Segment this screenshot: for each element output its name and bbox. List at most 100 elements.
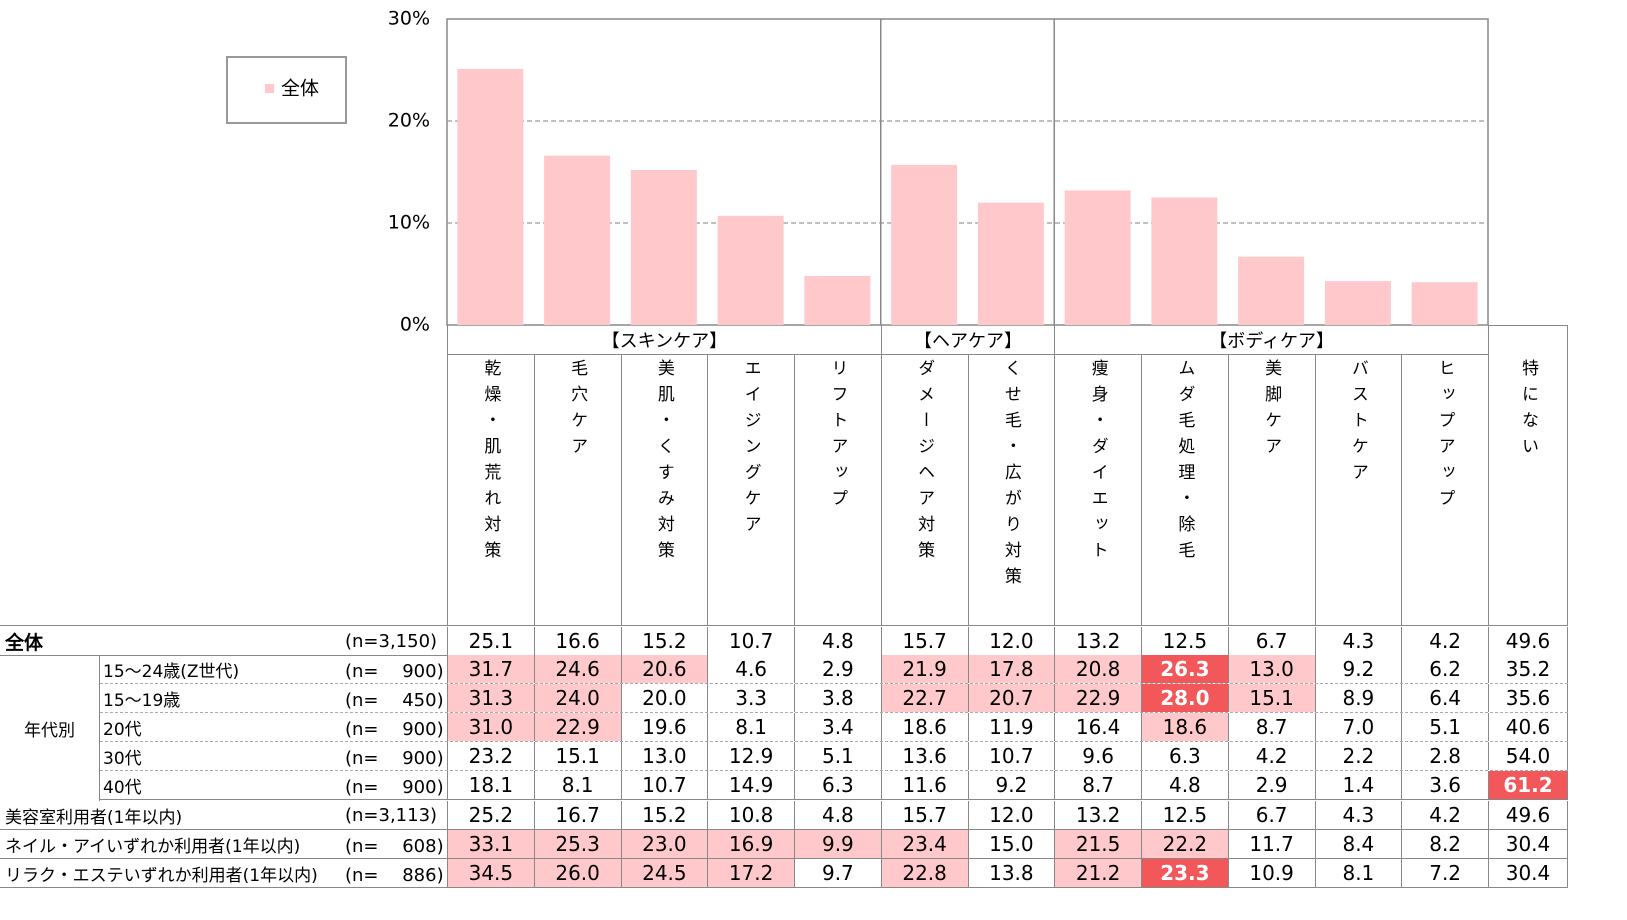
table-cell: 33.1 — [447, 830, 534, 858]
bar — [804, 276, 871, 325]
column-header: 毛穴ケア — [567, 359, 588, 463]
table-cell: 6.7 — [1227, 627, 1315, 655]
table-cell: 3.4 — [794, 713, 881, 741]
table-cell: 12.5 — [1141, 627, 1228, 655]
table-cell: 13.6 — [880, 742, 968, 770]
row-label: ネイル・アイいずれか利用者(1年以内) — [5, 837, 301, 857]
table-cell: 15.1 — [1227, 684, 1315, 712]
table-cell: 8.9 — [1314, 684, 1402, 712]
table-cell: 23.0 — [620, 830, 708, 858]
column-header: ヒップアップ — [1434, 359, 1455, 515]
column-header: 美脚ケア — [1261, 359, 1282, 463]
row-line — [0, 887, 1568, 888]
y-tick-label: 10% — [388, 212, 430, 234]
row-n: (n= 886) — [345, 864, 444, 886]
table-cell: 8.1 — [707, 713, 794, 741]
table-cell: 12.5 — [1141, 801, 1228, 829]
y-tick-label: 30% — [388, 8, 430, 30]
table-cell: 20.7 — [967, 684, 1055, 712]
table-cell: 17.8 — [967, 655, 1055, 683]
table-cell: 3.3 — [707, 684, 794, 712]
table-cell: 20.6 — [620, 655, 708, 683]
table-cell: 49.6 — [1488, 801, 1568, 829]
table-cell: 13.0 — [620, 742, 708, 770]
table-cell: 25.3 — [533, 830, 621, 858]
bar — [1151, 197, 1218, 325]
column-header-cell — [707, 355, 794, 625]
table-cell: 26.3 — [1141, 655, 1228, 683]
row-label: 全体 — [5, 632, 44, 654]
column-header-cell — [620, 355, 708, 625]
table-cell: 22.9 — [1054, 684, 1141, 712]
row-n: (n= 450) — [345, 689, 444, 711]
bar — [977, 202, 1044, 325]
table-cell: 26.0 — [533, 859, 621, 887]
row-n: (n= 900) — [345, 718, 444, 740]
table-cell: 13.0 — [1227, 655, 1315, 683]
table-cell: 9.2 — [967, 771, 1055, 799]
legend — [226, 56, 347, 124]
table-cell: 22.9 — [533, 713, 621, 741]
table-cell: 31.3 — [447, 684, 534, 712]
group-label: 【ボディケア】 — [1054, 325, 1488, 355]
table-cell: 8.1 — [1314, 859, 1402, 887]
column-header: エイジングケア — [740, 359, 761, 541]
table-cell: 15.7 — [880, 801, 968, 829]
row-n: (n= 900) — [345, 747, 444, 769]
table-cell: 13.2 — [1054, 627, 1141, 655]
column-header: ダメージヘア対策 — [914, 359, 935, 567]
column-header-cell — [794, 355, 881, 625]
table-cell: 25.2 — [447, 801, 534, 829]
table-cell: 21.5 — [1054, 830, 1141, 858]
table-cell: 2.8 — [1401, 742, 1488, 770]
table-cell: 40.6 — [1488, 713, 1568, 741]
column-header-cell — [967, 355, 1055, 625]
column-header: くせ毛・広がり対策 — [1000, 359, 1021, 593]
table-cell: 20.8 — [1054, 655, 1141, 683]
table-cell: 13.2 — [1054, 801, 1141, 829]
table-cell: 1.4 — [1314, 771, 1402, 799]
row-label: 30代 — [103, 749, 142, 769]
table-cell: 9.7 — [794, 859, 881, 887]
table-cell: 23.3 — [1141, 859, 1228, 887]
table-cell: 8.4 — [1314, 830, 1402, 858]
table-cell: 4.2 — [1401, 801, 1488, 829]
table-cell: 22.2 — [1141, 830, 1228, 858]
column-header-cell — [447, 355, 534, 625]
table-cell: 4.2 — [1401, 627, 1488, 655]
row-line — [0, 858, 1568, 859]
table-cell: 28.0 — [1141, 684, 1228, 712]
bar — [457, 68, 524, 325]
row-n: (n= 900) — [345, 660, 444, 682]
row-n: (n= 608) — [345, 835, 444, 857]
table-cell: 18.1 — [447, 771, 534, 799]
bar — [1064, 190, 1131, 325]
table-cell: 21.2 — [1054, 859, 1141, 887]
row-line — [100, 770, 1568, 771]
table-cell: 10.8 — [707, 801, 794, 829]
legend-swatch — [265, 84, 274, 93]
bar — [1324, 281, 1391, 325]
group-label: 【ヘアケア】 — [880, 325, 1055, 355]
table-cell: 15.1 — [533, 742, 621, 770]
table-cell: 9.2 — [1314, 655, 1402, 683]
row-n: (n=3,150) — [345, 631, 438, 652]
table-cell: 3.6 — [1401, 771, 1488, 799]
table-cell: 15.7 — [880, 627, 968, 655]
row-label: 40代 — [103, 778, 142, 798]
table-cell: 10.7 — [707, 627, 794, 655]
group-label: 【スキンケア】 — [447, 325, 881, 355]
row-line — [100, 683, 1568, 684]
table-cell: 15.2 — [620, 801, 708, 829]
bar — [891, 164, 958, 325]
column-header: 美肌・くすみ対策 — [653, 359, 674, 567]
table-cell: 6.4 — [1401, 684, 1488, 712]
table-cell: 15.2 — [620, 627, 708, 655]
table-cell: 8.1 — [533, 771, 621, 799]
table-cell: 12.0 — [967, 801, 1055, 829]
table-cell: 31.7 — [447, 655, 534, 683]
column-header-cell — [880, 355, 968, 625]
row-n: (n=3,113) — [345, 805, 438, 826]
bar — [1411, 282, 1478, 325]
